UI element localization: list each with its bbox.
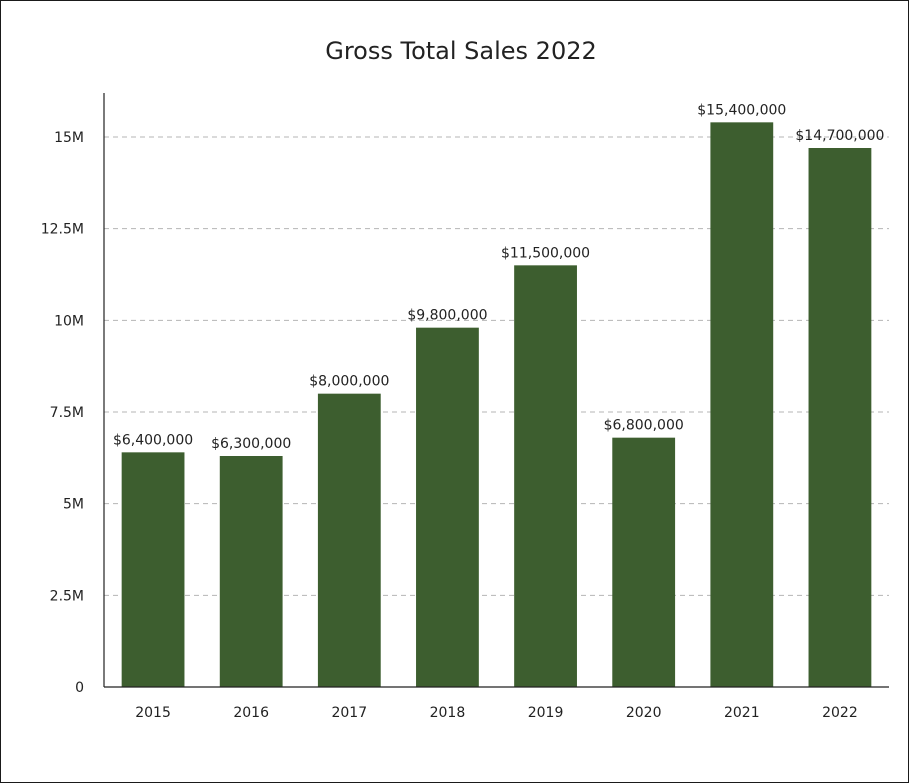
y-tick-label: 7.5M bbox=[50, 405, 84, 421]
y-tick-label: 10M bbox=[54, 313, 84, 329]
bar bbox=[219, 456, 283, 687]
data-label: $9,800,000 bbox=[407, 308, 487, 324]
data-label: $14,700,000 bbox=[795, 128, 884, 144]
bar bbox=[612, 437, 676, 687]
x-tick-label: 2019 bbox=[528, 705, 564, 721]
y-tick-label: 0 bbox=[75, 680, 84, 696]
x-tick-label: 2016 bbox=[233, 705, 269, 721]
y-tick-label: 15M bbox=[54, 130, 84, 146]
data-label: $6,800,000 bbox=[604, 418, 684, 434]
y-axis-ticks: 0 2.5M 5M 7.5M 10M 12.5M 15M bbox=[41, 130, 84, 696]
x-tick-label: 2017 bbox=[331, 705, 367, 721]
x-axis-ticks: 2015 2016 2017 2018 2019 2020 2021 2022 bbox=[135, 705, 858, 721]
x-tick-label: 2022 bbox=[822, 705, 858, 721]
bar bbox=[317, 393, 381, 687]
bar bbox=[808, 148, 872, 687]
y-tick-label: 5M bbox=[63, 497, 84, 513]
data-label: $11,500,000 bbox=[501, 245, 590, 261]
bar bbox=[121, 452, 185, 687]
data-labels: $6,400,000 $6,300,000 $8,000,000 $9,800,000… bbox=[113, 102, 885, 452]
x-tick-label: 2021 bbox=[724, 705, 760, 721]
data-label: $6,400,000 bbox=[113, 432, 193, 448]
bar bbox=[416, 327, 479, 687]
x-tick-label: 2015 bbox=[135, 705, 171, 721]
data-label: $6,300,000 bbox=[211, 436, 291, 452]
data-label: $8,000,000 bbox=[309, 374, 389, 390]
y-tick-label: 12.5M bbox=[41, 222, 84, 238]
x-tick-label: 2018 bbox=[430, 705, 466, 721]
bar bbox=[710, 122, 774, 688]
bars bbox=[121, 122, 872, 688]
chart-title: Gross Total Sales 2022 bbox=[325, 37, 597, 65]
data-label: $15,400,000 bbox=[697, 102, 786, 118]
y-tick-label: 2.5M bbox=[50, 588, 84, 604]
x-tick-label: 2020 bbox=[626, 705, 662, 721]
bar bbox=[514, 265, 577, 687]
